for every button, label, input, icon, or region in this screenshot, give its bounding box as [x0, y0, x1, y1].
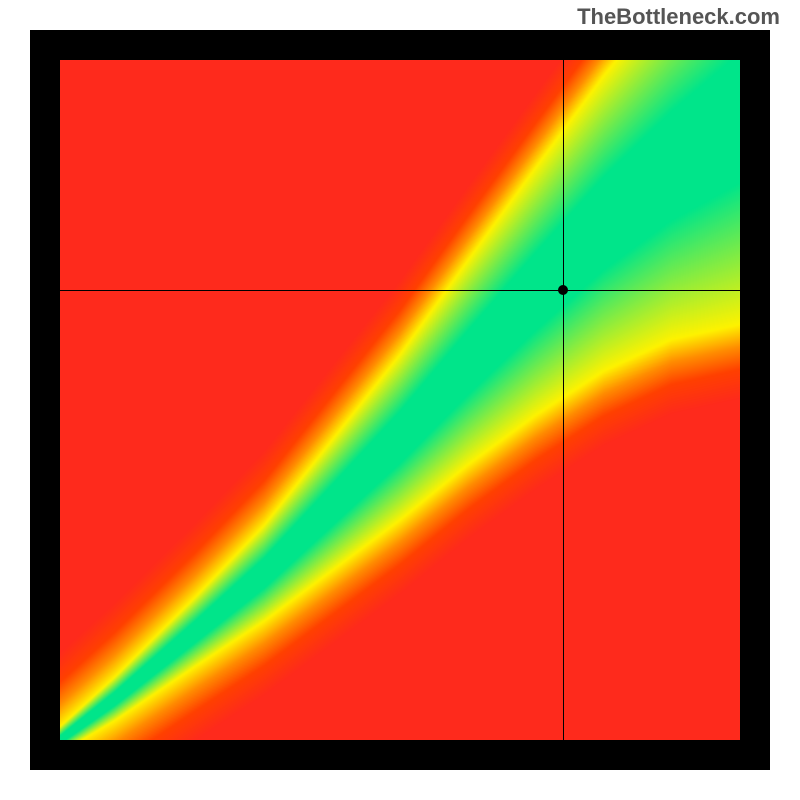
chart-container: TheBottleneck.com: [0, 0, 800, 800]
plot-border: [30, 30, 770, 770]
crosshair-horizontal: [60, 290, 740, 291]
watermark-text: TheBottleneck.com: [577, 4, 780, 30]
heatmap-canvas: [60, 60, 740, 740]
crosshair-vertical: [563, 60, 564, 740]
marker-dot: [558, 285, 568, 295]
plot-inner: [60, 60, 740, 740]
